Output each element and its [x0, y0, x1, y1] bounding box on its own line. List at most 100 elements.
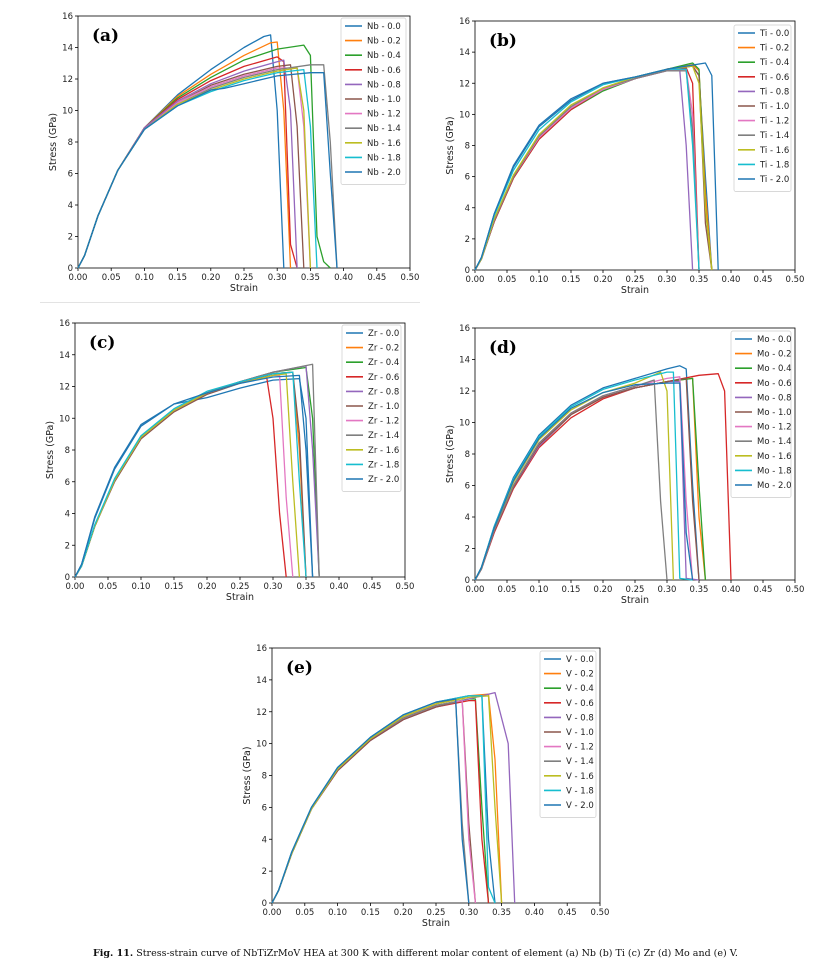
- legend-label: Ti - 0.6: [759, 73, 789, 83]
- x-tick-label: 0.00: [66, 582, 85, 592]
- x-axis-label: Strain: [226, 592, 254, 603]
- panel-label: (c): [89, 333, 115, 353]
- legend-label: Nb - 1.2: [367, 110, 401, 120]
- legend-label: Ti - 0.0: [759, 29, 789, 39]
- legend-label: Mo - 1.6: [757, 452, 792, 462]
- legend-label: Ti - 0.2: [759, 44, 789, 54]
- y-tick-label: 6: [465, 173, 470, 183]
- legend-label: V - 0.0: [566, 655, 594, 665]
- legend-label: V - 0.2: [566, 670, 594, 680]
- series-line: [474, 65, 713, 271]
- legend-label: Mo - 1.8: [757, 466, 792, 476]
- y-tick-label: 2: [68, 233, 73, 243]
- legend-label: Mo - 1.0: [757, 408, 792, 418]
- legend-label: Zr - 0.8: [368, 387, 399, 397]
- x-tick-label: 0.25: [235, 273, 254, 283]
- series-line: [474, 377, 707, 581]
- legend-label: Nb - 0.6: [367, 66, 401, 76]
- x-tick-label: 0.25: [427, 908, 446, 918]
- x-axis-label: Strain: [621, 285, 649, 296]
- legend-label: Ti - 0.4: [759, 58, 789, 68]
- legend-label: Zr - 1.8: [368, 460, 399, 470]
- legend-label: Nb - 0.2: [367, 37, 401, 47]
- x-tick-label: 0.20: [594, 585, 613, 595]
- caption-label: Fig. 11.: [93, 948, 134, 959]
- x-tick-label: 0.40: [525, 908, 544, 918]
- legend-label: V - 1.0: [566, 728, 594, 738]
- y-tick-label: 2: [262, 867, 267, 877]
- legend-label: V - 2.0: [566, 801, 594, 811]
- legend-label: Zr - 1.4: [368, 431, 399, 441]
- x-tick-label: 0.25: [626, 275, 645, 285]
- caption-text: Stress-strain curve of NbTiZrMoV HEA at …: [136, 948, 738, 959]
- x-tick-label: 0.40: [334, 273, 353, 283]
- legend-label: Zr - 1.2: [368, 417, 399, 427]
- series-line: [74, 371, 307, 578]
- legend-label: V - 0.8: [566, 713, 594, 723]
- x-tick-label: 0.35: [690, 585, 709, 595]
- x-tick-label: 0.35: [297, 582, 316, 592]
- y-tick-label: 4: [465, 513, 470, 523]
- y-tick-label: 6: [68, 170, 73, 180]
- legend-label: Zr - 0.2: [368, 344, 399, 354]
- x-tick-label: 0.50: [396, 582, 415, 592]
- panel-label: (d): [489, 338, 517, 358]
- x-tick-label: 0.50: [591, 908, 610, 918]
- legend-label: Nb - 0.4: [367, 51, 401, 61]
- y-tick-label: 8: [465, 142, 470, 152]
- series-line: [474, 62, 719, 271]
- x-tick-label: 0.10: [530, 275, 549, 285]
- x-tick-label: 0.30: [459, 908, 478, 918]
- chart-panel-2: 0.00 0.05 0.10 0.15 0.20 0.25 0.30 0.35 0.40 0.45…: [45, 319, 414, 603]
- y-tick-label: 12: [59, 383, 70, 393]
- series-line: [77, 34, 285, 269]
- x-tick-label: 0.40: [330, 582, 349, 592]
- legend-label: V - 0.6: [566, 699, 594, 709]
- series-line: [271, 698, 470, 904]
- y-tick-label: 6: [465, 482, 470, 492]
- y-tick-label: 4: [465, 204, 470, 214]
- y-tick-label: 12: [459, 387, 470, 397]
- x-tick-label: 0.00: [69, 273, 88, 283]
- series-line: [474, 68, 700, 271]
- y-axis-label: Stress (GPa): [48, 113, 59, 171]
- y-tick-label: 14: [459, 356, 470, 366]
- x-tick-label: 0.40: [722, 275, 741, 285]
- x-tick-label: 0.15: [562, 585, 581, 595]
- panel-divider: [40, 302, 420, 303]
- legend-label: Nb - 1.6: [367, 139, 401, 149]
- legend-label: Mo - 0.4: [757, 364, 792, 374]
- legend-label: Mo - 2.0: [757, 481, 792, 491]
- series-line: [271, 698, 490, 904]
- x-tick-label: 0.15: [562, 275, 581, 285]
- series-line: [74, 371, 307, 578]
- x-tick-label: 0.30: [658, 585, 677, 595]
- legend-label: Nb - 1.8: [367, 153, 401, 163]
- series-line: [474, 382, 694, 581]
- x-tick-label: 0.45: [754, 275, 773, 285]
- panel-label: (a): [92, 26, 119, 46]
- legend-label: Mo - 0.0: [757, 335, 792, 345]
- legend-label: Ti - 1.4: [759, 131, 789, 141]
- series-line: [74, 374, 314, 578]
- legend-label: V - 0.4: [566, 684, 594, 694]
- chart-panel-0: 0.00 0.05 0.10 0.15 0.20 0.25 0.30 0.35 0.40 0.45…: [48, 12, 419, 294]
- x-tick-label: 0.35: [492, 908, 511, 918]
- series-line: [77, 68, 318, 269]
- legend-label: Zr - 0.6: [368, 373, 399, 383]
- y-tick-label: 0: [465, 576, 470, 586]
- y-tick-label: 8: [262, 772, 267, 782]
- y-tick-label: 16: [62, 12, 73, 22]
- figure-caption: Fig. 11. Stress-strain curve of NbTiZrMo…: [0, 948, 831, 959]
- x-tick-label: 0.15: [168, 273, 187, 283]
- y-tick-label: 14: [62, 44, 73, 54]
- x-tick-label: 0.05: [102, 273, 121, 283]
- legend-label: Ti - 1.0: [759, 102, 789, 112]
- x-axis-label: Strain: [621, 595, 649, 606]
- x-tick-label: 0.05: [498, 585, 517, 595]
- series-line: [77, 64, 305, 269]
- y-tick-label: 8: [68, 138, 73, 148]
- y-tick-label: 2: [65, 541, 70, 551]
- y-axis-label: Stress (GPa): [445, 425, 456, 483]
- x-tick-label: 0.10: [530, 585, 549, 595]
